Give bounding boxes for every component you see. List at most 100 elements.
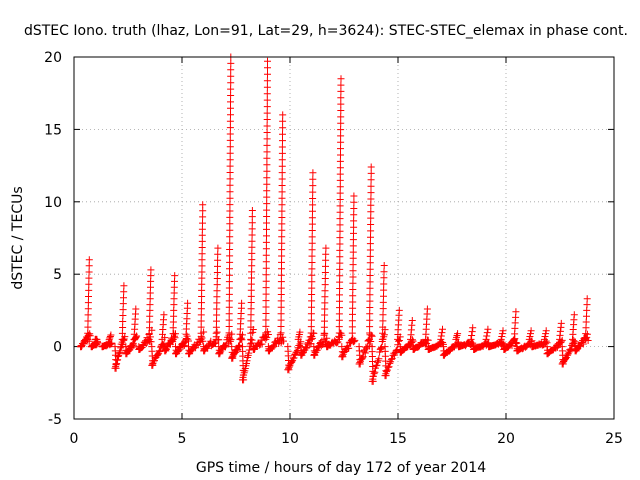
data-point [378, 335, 386, 343]
data-point [198, 244, 206, 251]
data-point [262, 316, 270, 324]
data-point [336, 221, 344, 229]
data-point [336, 297, 343, 305]
data-point [122, 343, 130, 351]
data-point [225, 316, 233, 324]
data-point [225, 323, 233, 330]
data-point [350, 205, 358, 212]
data-point [262, 277, 270, 285]
data-point [262, 290, 270, 298]
data-point [227, 59, 235, 67]
data-point [570, 337, 578, 345]
data-point [469, 339, 477, 347]
x-tick-label: 20 [497, 431, 515, 447]
data-point [274, 334, 282, 342]
data-point [440, 351, 448, 359]
data-point [542, 337, 550, 345]
data-point [279, 117, 287, 125]
data-point [198, 256, 206, 264]
data-point [277, 310, 285, 318]
data-point [309, 201, 317, 209]
data-point [262, 238, 270, 246]
data-point [263, 83, 271, 91]
data-point [375, 355, 383, 363]
data-point [542, 327, 550, 335]
data-point [308, 284, 316, 292]
data-point [198, 293, 206, 300]
data-point [527, 327, 535, 335]
data-point [350, 223, 358, 231]
data-point [263, 219, 270, 227]
data-point [118, 335, 126, 343]
data-point [197, 317, 205, 325]
data-point [225, 329, 233, 337]
data-point [379, 311, 387, 319]
data-point [213, 275, 221, 282]
data-point [302, 344, 310, 352]
data-point [388, 355, 396, 363]
data-point [349, 310, 356, 318]
data-point [321, 311, 329, 319]
data-point [337, 87, 345, 95]
data-point [322, 262, 329, 270]
data-point [201, 347, 209, 355]
data-point [266, 347, 273, 355]
data-point [336, 227, 344, 235]
data-point [247, 323, 255, 331]
data-point [439, 325, 446, 333]
data-point [367, 195, 375, 203]
data-point [198, 280, 206, 288]
data-point [198, 268, 206, 276]
data-point [237, 334, 245, 342]
data-point [263, 122, 271, 130]
data-point [349, 267, 357, 275]
data-point [198, 262, 206, 270]
data-point [278, 201, 286, 209]
data-point [348, 323, 356, 331]
data-point [156, 348, 164, 355]
data-point [247, 317, 255, 325]
data-point [298, 351, 306, 359]
data-point [514, 347, 522, 355]
data-point [335, 323, 343, 331]
data-point [248, 274, 255, 282]
data-point [349, 236, 357, 244]
data-point [366, 304, 374, 311]
data-point [214, 250, 222, 258]
data-point [105, 335, 113, 343]
data-point [336, 259, 344, 267]
data-point [557, 319, 565, 327]
data-point [366, 310, 374, 318]
data-point [278, 220, 286, 228]
data-point [335, 310, 343, 318]
plot-frame [73, 56, 615, 420]
data-point [497, 335, 505, 343]
data-point [108, 339, 116, 347]
data-point [263, 206, 271, 214]
data-point [250, 346, 258, 353]
data-point [307, 335, 315, 343]
data-point [349, 292, 357, 300]
data-point [263, 180, 271, 188]
data-point [216, 350, 224, 358]
data-point [84, 329, 92, 337]
data-point [226, 271, 233, 279]
data-point [379, 329, 387, 337]
data-point [84, 323, 92, 331]
data-point [350, 198, 358, 206]
data-point [277, 303, 285, 311]
data-point [367, 176, 375, 184]
data-point [336, 272, 344, 280]
data-point [248, 249, 256, 257]
data-point [214, 256, 222, 264]
data-point [377, 344, 385, 352]
data-point [226, 175, 234, 183]
data-point [225, 284, 233, 292]
data-point [277, 271, 285, 279]
data-point [336, 170, 344, 178]
data-point [247, 329, 255, 337]
data-point [235, 342, 242, 350]
data-point [263, 232, 270, 240]
data-point [277, 329, 285, 337]
data-point [278, 233, 286, 241]
